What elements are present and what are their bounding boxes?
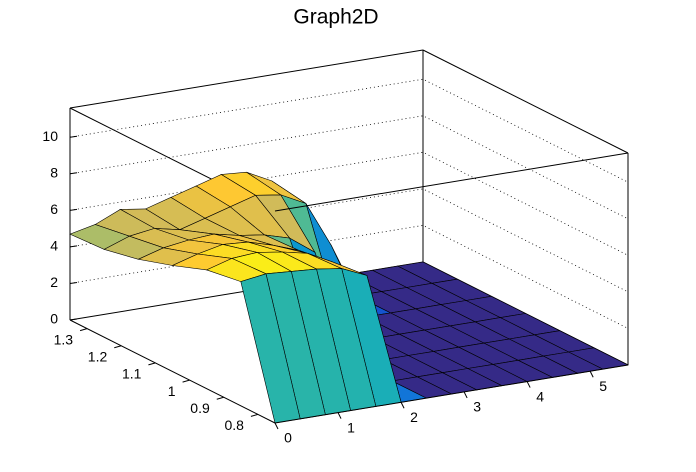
box-edge: [274, 364, 629, 424]
box-edge: [69, 319, 276, 424]
z-tick: [69, 135, 78, 138]
y-tick-label: 1: [168, 383, 176, 399]
x-tick-label: 2: [410, 409, 418, 425]
y-tick-label: 0.9: [190, 400, 210, 416]
box-edge: [69, 49, 424, 109]
y-tick: [79, 328, 88, 332]
z-tick: [69, 245, 78, 248]
z-tick: [69, 208, 78, 211]
box-edge: [274, 152, 629, 212]
y-tick: [216, 396, 224, 400]
z-tick-label: 4: [50, 238, 58, 254]
y-tick: [182, 379, 190, 383]
y-tick-label: 0.8: [224, 417, 244, 433]
y-tick-label: 1.3: [54, 331, 74, 347]
y-tick: [250, 413, 259, 417]
x-tick: [589, 370, 594, 378]
z-tick-label: 10: [42, 128, 58, 144]
box-edge: [422, 49, 629, 154]
x-tick: [526, 381, 531, 388]
grid-line: [69, 115, 629, 220]
z-tick: [69, 172, 78, 175]
y-tick-label: 1.2: [88, 348, 108, 364]
x-tick-label: 0: [284, 430, 292, 446]
z-tick: [69, 318, 78, 321]
y-tick-label: 1.1: [122, 366, 142, 382]
x-tick-label: 1: [347, 419, 355, 435]
z-tick-label: 6: [50, 201, 58, 217]
chart-title: Graph2D: [293, 6, 378, 29]
x-tick: [463, 391, 468, 399]
x-tick: [400, 402, 405, 409]
x-tick-label: 5: [599, 378, 607, 394]
x-tick: [274, 422, 279, 430]
z-tick-label: 0: [50, 311, 58, 327]
z-tick-label: 8: [50, 164, 58, 180]
x-tick-label: 4: [536, 388, 544, 404]
y-tick: [114, 345, 122, 349]
x-tick: [337, 412, 342, 419]
x-tick-label: 3: [473, 399, 481, 415]
z-tick-label: 2: [50, 274, 58, 290]
z-tick: [69, 281, 78, 284]
y-tick: [148, 362, 156, 366]
